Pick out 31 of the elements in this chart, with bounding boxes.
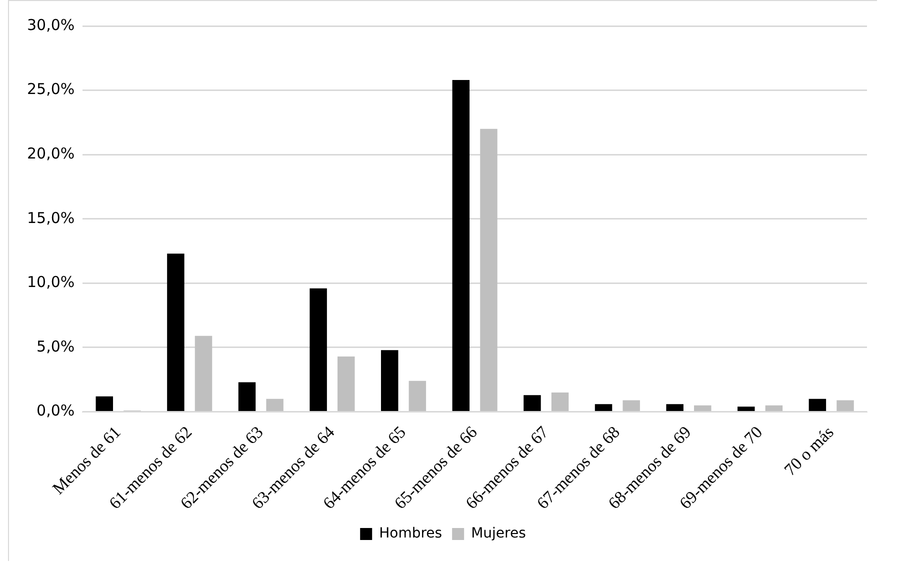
y-tick-label: 15,0% bbox=[26, 208, 75, 227]
bar bbox=[738, 406, 755, 412]
legend-label: Mujeres bbox=[471, 526, 526, 542]
bar bbox=[808, 398, 826, 412]
bar bbox=[524, 395, 541, 412]
bar bbox=[594, 404, 612, 412]
y-tick-label: 0,0% bbox=[36, 402, 75, 420]
bar bbox=[666, 404, 684, 412]
bar bbox=[167, 254, 184, 412]
y-tick-label: 10,0% bbox=[26, 273, 75, 292]
y-tick-label: 5,0% bbox=[36, 337, 75, 356]
bar bbox=[266, 398, 284, 412]
bar bbox=[96, 396, 114, 412]
y-tick-label: 30,0% bbox=[26, 16, 75, 34]
y-tick-label: 20,0% bbox=[26, 144, 75, 162]
bar bbox=[452, 80, 470, 412]
bar bbox=[380, 350, 398, 412]
bar bbox=[765, 405, 783, 412]
bar bbox=[622, 400, 640, 412]
bar bbox=[694, 405, 712, 412]
bar bbox=[310, 288, 327, 412]
legend-label: Hombres bbox=[379, 526, 442, 542]
bar bbox=[338, 356, 355, 412]
bar bbox=[836, 400, 854, 412]
x-tick-label: 70 o más bbox=[780, 422, 838, 480]
bar bbox=[480, 128, 498, 412]
bar bbox=[194, 336, 212, 412]
y-tick-label: 25,0% bbox=[26, 80, 75, 98]
bar bbox=[551, 392, 569, 412]
bar bbox=[408, 380, 426, 412]
bar bbox=[238, 382, 256, 412]
